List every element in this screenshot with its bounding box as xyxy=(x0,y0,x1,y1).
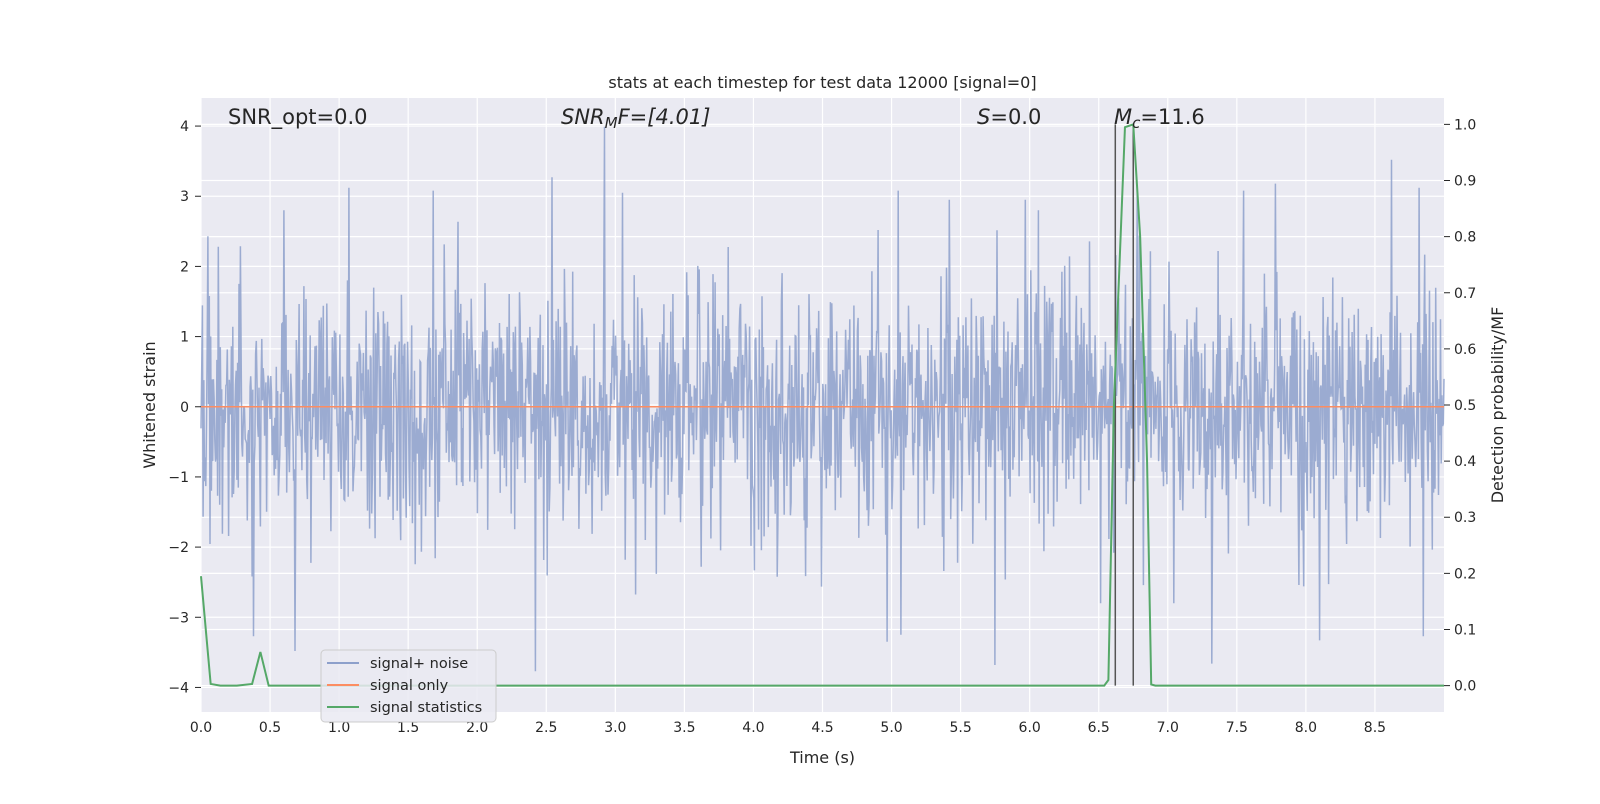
x-tick-label: 7.5 xyxy=(1226,720,1248,736)
x-axis-label: Time (s) xyxy=(789,748,855,767)
x-tick-label: 4.0 xyxy=(742,720,764,736)
y-right-tick-label: 0.0 xyxy=(1454,679,1476,695)
x-tick-label: 6.5 xyxy=(1088,720,1110,736)
series-line-signal-noise xyxy=(200,126,1445,672)
y-right-tick-label: 0.7 xyxy=(1454,286,1476,302)
x-tick-label: 2.0 xyxy=(466,720,488,736)
series-line-signal-statistics xyxy=(200,123,1444,687)
y-tick-label: −1 xyxy=(168,470,189,486)
annotation-snr-mf-sub: M xyxy=(605,114,618,132)
annotation-mc-prefix: M xyxy=(1114,105,1132,129)
y-tick-label: 0 xyxy=(180,400,189,416)
annotation-mc-sub: c xyxy=(1132,114,1141,132)
y-right-tick-label: 0.6 xyxy=(1454,342,1476,358)
annotation-snr-mf-suffix: F=[4.01] xyxy=(618,105,711,129)
y-right-tick-label: 0.3 xyxy=(1454,510,1476,526)
annotation-s-prefix: S xyxy=(977,105,990,129)
y-tick-label: 1 xyxy=(180,330,189,346)
legend-label-signal-noise: signal+ noise xyxy=(370,656,468,672)
y-right-tick-label: 0.9 xyxy=(1454,174,1476,190)
y-right-tick-label: 1.0 xyxy=(1454,117,1476,133)
y-right-tick-label: 0.1 xyxy=(1454,622,1476,638)
series-signal-noise xyxy=(200,126,1445,672)
annotation-s: S=0.0 xyxy=(977,105,1041,129)
y-tick-label: −2 xyxy=(168,540,189,556)
axis-ticks: 0.0 0.5 1.0 1.5 2.0 2.5 3.0 3.5 4.0 4.5 5.0 5.5 6.0 6… xyxy=(168,117,1476,736)
legend-box xyxy=(320,649,497,723)
x-tick-label: 5.5 xyxy=(949,720,971,736)
x-tick-label: 1.0 xyxy=(328,720,350,736)
legend-label-signal-statistics: signal statistics xyxy=(370,700,482,716)
legend-label-signal-only: signal only xyxy=(370,678,449,694)
annotation-mc-suffix: =11.6 xyxy=(1140,105,1204,129)
x-tick-label: 2.5 xyxy=(535,720,557,736)
y-tick-label: −3 xyxy=(168,610,189,626)
y-right-tick-label: 0.8 xyxy=(1454,230,1476,246)
annotation-mc: Mc=11.6 xyxy=(1114,105,1205,132)
annotation-snr-opt: SNR_opt=0.0 xyxy=(228,105,368,130)
chart-title: stats at each timestep for test data 120… xyxy=(608,73,1036,92)
y-tick-label: 4 xyxy=(180,119,189,135)
annotation-snr-mf-prefix: SNR xyxy=(561,105,605,129)
series-lines xyxy=(200,123,1444,687)
legend: signal+ noise signal only signal statist… xyxy=(320,649,497,723)
y-right-tick-label: 0.2 xyxy=(1454,566,1476,582)
y-axis-label: Whitened strain xyxy=(140,341,159,468)
x-tick-label: 5.0 xyxy=(880,720,902,736)
y-tick-label: 3 xyxy=(180,189,189,205)
annotation-s-suffix: =0.0 xyxy=(990,105,1041,129)
y-tick-label: 2 xyxy=(180,259,189,275)
x-tick-label: 3.5 xyxy=(673,720,695,736)
x-tick-label: 6.0 xyxy=(1019,720,1041,736)
x-tick-label: 4.5 xyxy=(811,720,833,736)
x-tick-label: 1.5 xyxy=(397,720,419,736)
y-right-axis-label: Detection probability/MF xyxy=(1488,307,1507,504)
annotation-snr-opt-text: SNR_opt=0.0 xyxy=(228,105,368,130)
annotation-snr-mf: SNRMF=[4.01] xyxy=(561,105,710,132)
x-tick-label: 8.0 xyxy=(1295,720,1317,736)
x-tick-label: 0.5 xyxy=(259,720,281,736)
x-tick-label: 8.5 xyxy=(1364,720,1386,736)
x-tick-label: 0.0 xyxy=(190,720,212,736)
x-tick-label: 7.0 xyxy=(1157,720,1179,736)
y-right-tick-label: 0.5 xyxy=(1454,398,1476,414)
y-right-tick-label: 0.4 xyxy=(1454,454,1476,470)
x-tick-label: 3.0 xyxy=(604,720,626,736)
y-tick-label: −4 xyxy=(168,680,189,696)
